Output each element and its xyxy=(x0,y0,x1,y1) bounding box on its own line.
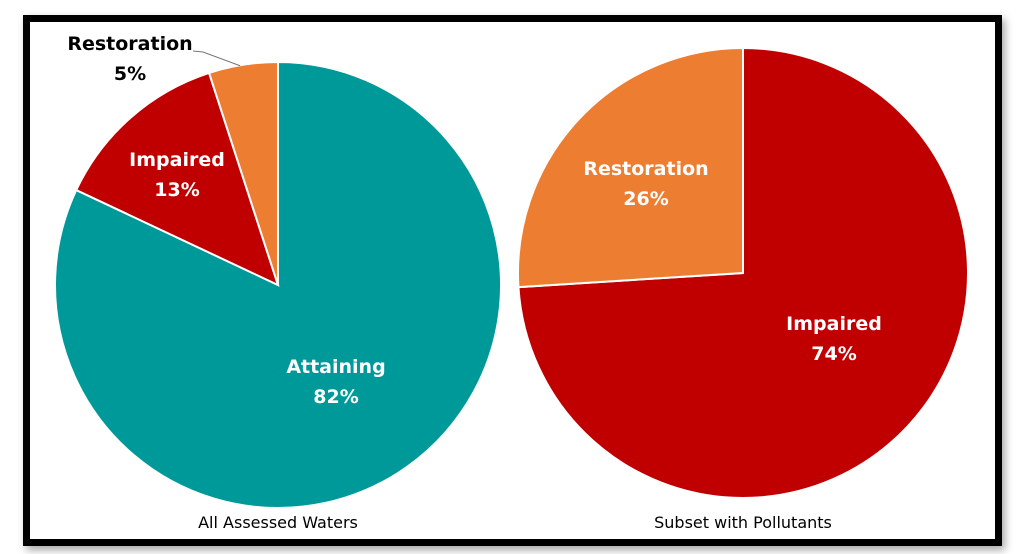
pie-slice-restoration xyxy=(207,60,279,286)
data-label-percent: 74% xyxy=(811,343,856,365)
data-label-name: Impaired xyxy=(786,313,882,335)
pie-slice-impaired xyxy=(74,71,280,287)
chart-title-right: Subset with Pollutants xyxy=(654,513,832,532)
data-label-name: Impaired xyxy=(129,149,225,171)
data-label-percent: 82% xyxy=(313,386,358,408)
data-label-percent: 5% xyxy=(114,63,146,85)
data-label-percent: 26% xyxy=(623,188,668,210)
data-label-name: Attaining xyxy=(286,356,385,378)
data-label-name: Restoration xyxy=(583,158,708,180)
pie-slice-attaining xyxy=(54,60,502,509)
leader-line xyxy=(192,50,241,67)
data-label-name: Restoration xyxy=(67,33,192,55)
chart-title-left: All Assessed Waters xyxy=(198,513,358,532)
data-label-percent: 13% xyxy=(154,179,199,201)
pie-slice-restoration xyxy=(517,46,744,289)
